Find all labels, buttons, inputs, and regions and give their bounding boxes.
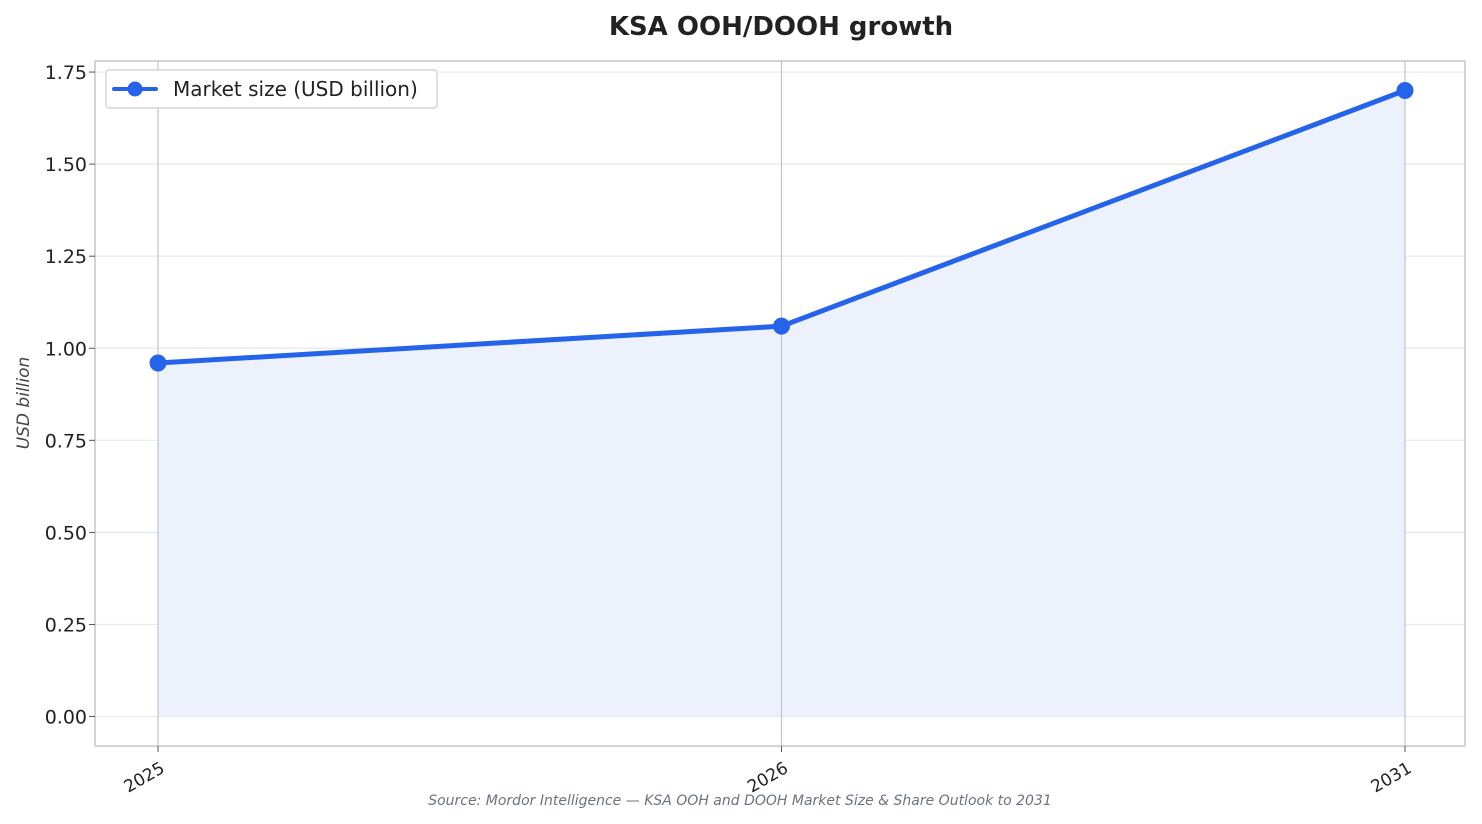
source-note: Source: Mordor Intelligence — KSA OOH an… [428, 793, 1052, 809]
chart-title: KSA OOH/DOOH growth [609, 12, 953, 42]
y-tick-label: 1.75 [45, 62, 87, 84]
data-point [1396, 81, 1414, 99]
x-tick-label: 2031 [1368, 758, 1415, 797]
data-point [149, 354, 167, 372]
legend-box [105, 69, 438, 109]
y-tick-label: 0.00 [45, 707, 87, 729]
y-tick-label: 0.75 [45, 430, 87, 452]
y-tick-label: 1.50 [45, 154, 87, 176]
legend-label: Market size (USD billion) [173, 77, 418, 101]
y-tick-label: 0.25 [45, 614, 87, 636]
legend-marker-swatch [127, 81, 143, 97]
y-tick-label: 1.00 [45, 338, 87, 360]
y-tick-label: 1.25 [45, 246, 87, 268]
y-axis-label: USD billion [14, 357, 34, 450]
x-tick-label: 2025 [121, 758, 168, 797]
legend: Market size (USD billion) [105, 69, 438, 109]
category-guide-layer [157, 61, 1406, 746]
x-tick-label: 2026 [744, 758, 791, 797]
plot-frame [94, 60, 1466, 747]
data-point [773, 317, 790, 335]
y-tick-label: 0.50 [45, 522, 87, 544]
data-point-layer [149, 81, 1414, 372]
x-axis-ticks: 2025 2026 2031 [121, 746, 1415, 797]
y-axis-ticks: 0.00 0.25 0.50 0.75 1.00 1.25 1.50 1.75 [45, 62, 95, 729]
